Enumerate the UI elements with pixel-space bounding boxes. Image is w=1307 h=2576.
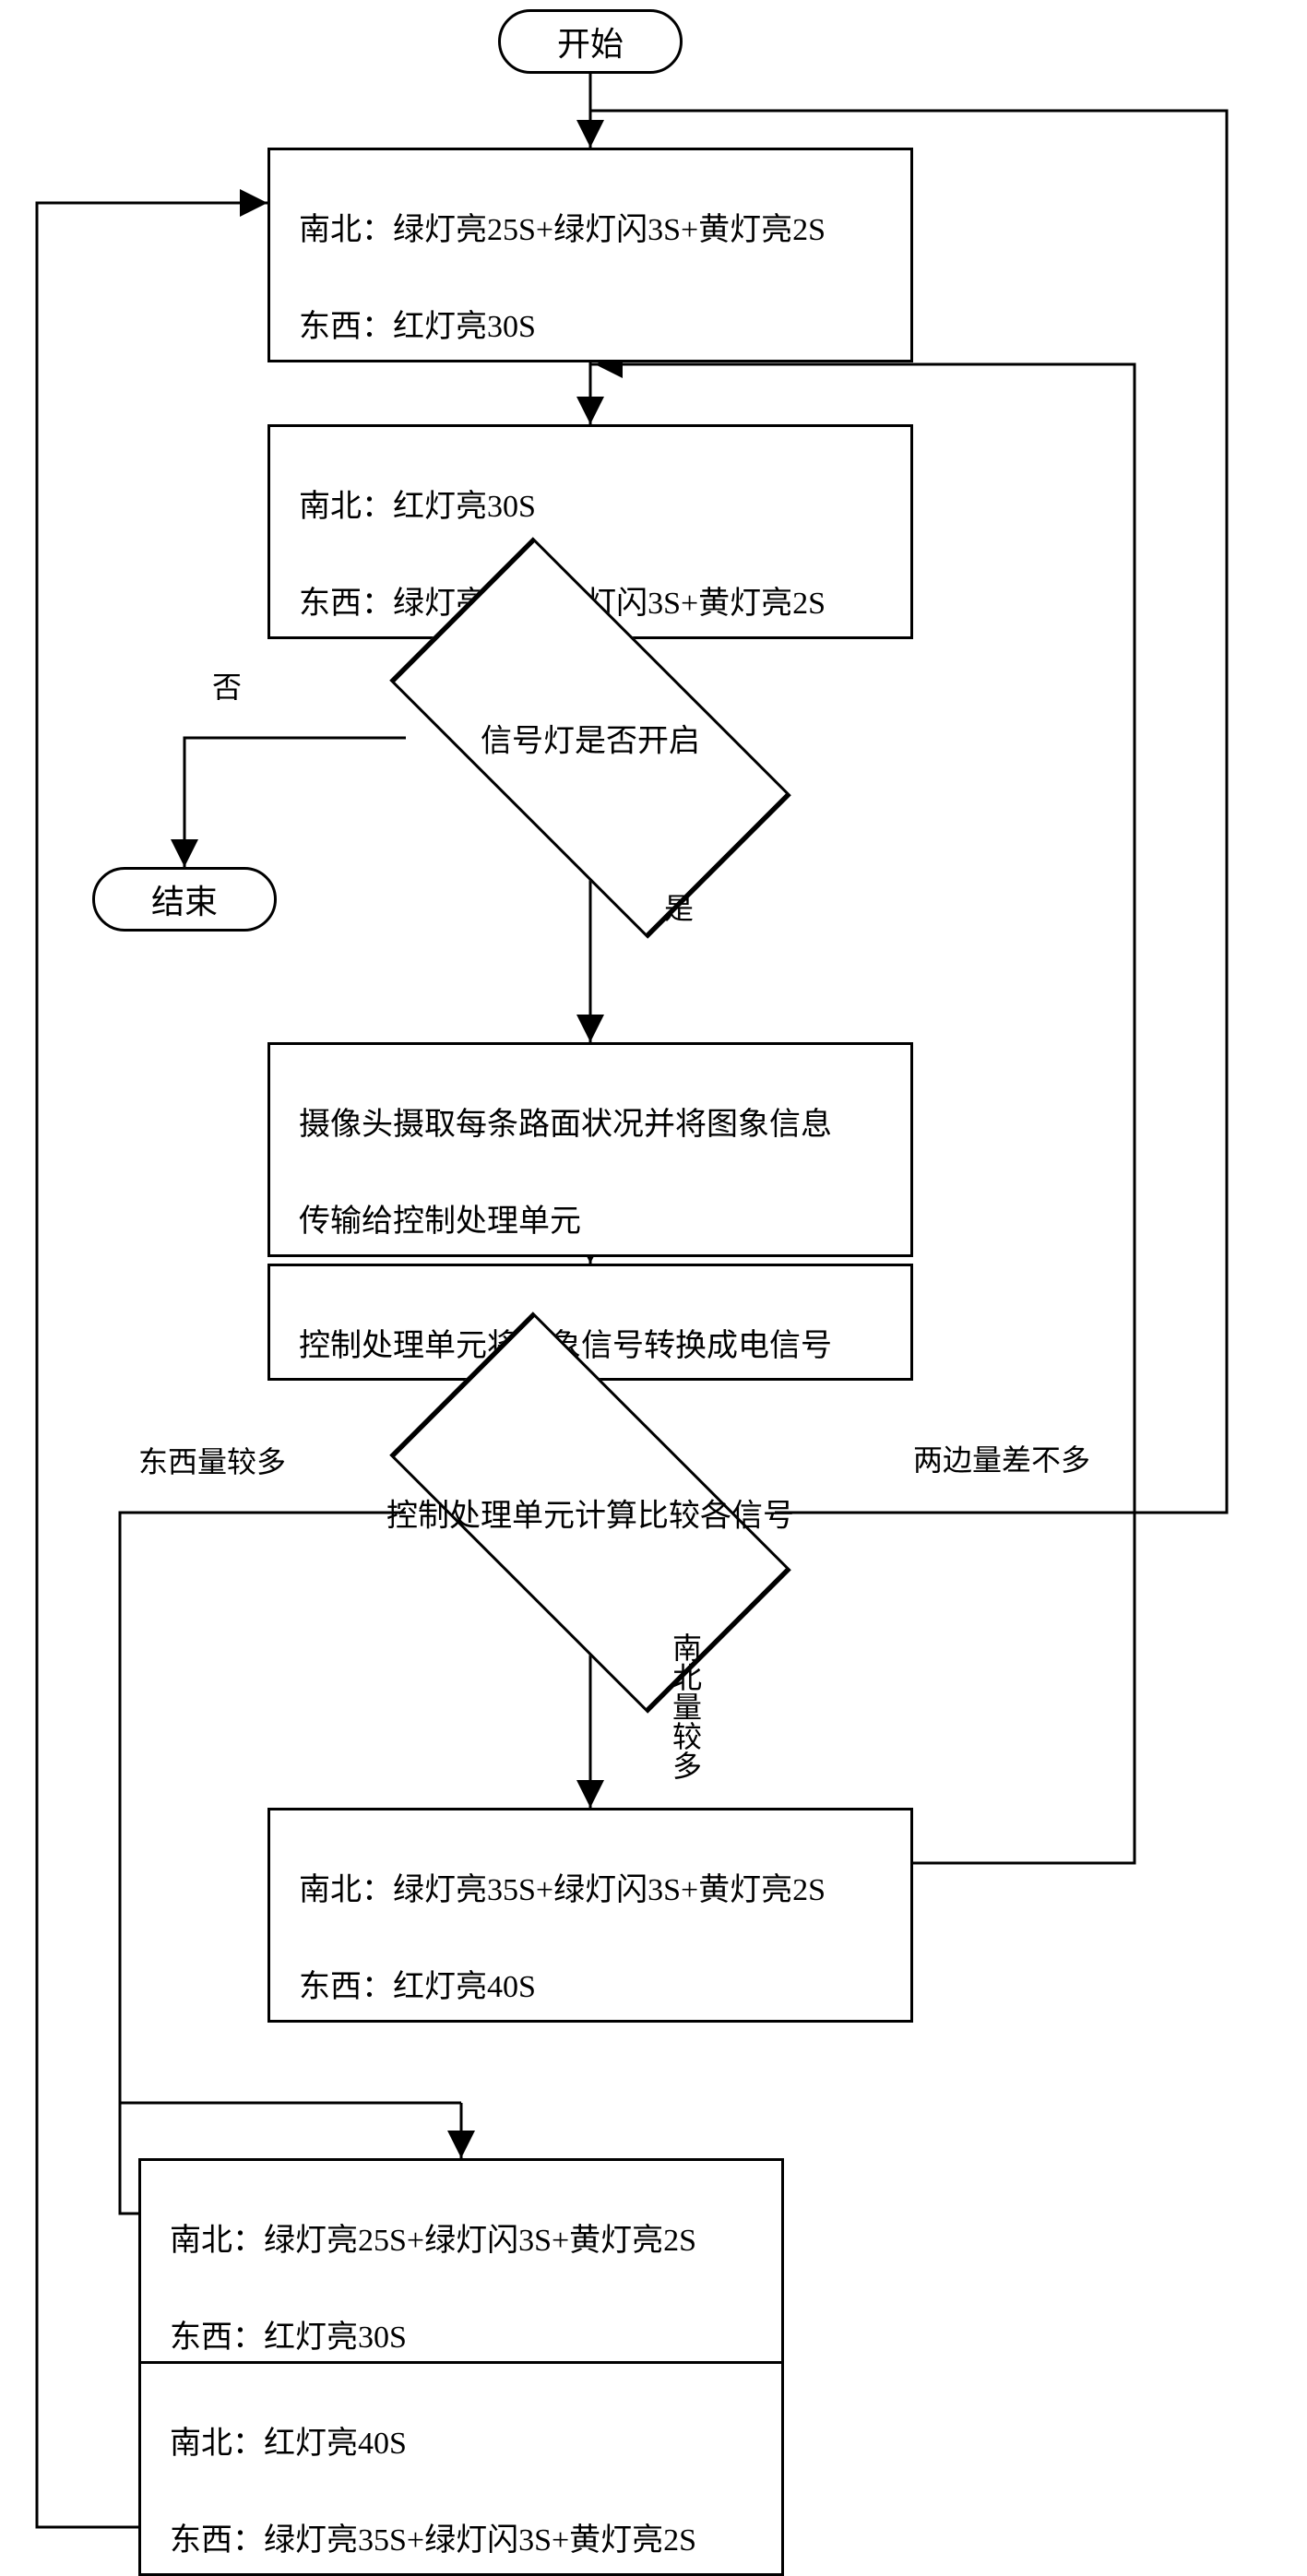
box-ew-more-a-line1: 南北：绿灯亮25S+绿灯闪3S+黄灯亮2S bbox=[170, 2224, 696, 2258]
box-ns-more: 南北：绿灯亮35S+绿灯闪3S+黄灯亮2S 东西：红灯亮40S bbox=[267, 1808, 913, 2023]
box-ew-more-b-line1: 南北：红灯亮40S bbox=[170, 2427, 407, 2461]
terminal-start-label: 开始 bbox=[557, 18, 624, 65]
terminal-end-label: 结束 bbox=[151, 875, 218, 923]
label-ns-more: 南北量较多 bbox=[664, 1632, 707, 1780]
box-camera-line2: 传输给控制处理单元 bbox=[299, 1205, 581, 1239]
box-phase2-line1: 南北：红灯亮30S bbox=[299, 490, 536, 524]
box-ew-more-b: 南北：红灯亮40S 东西：绿灯亮35S+绿灯闪3S+黄灯亮2S bbox=[138, 2361, 784, 2576]
decision-signal-on-label: 信号灯是否开启 bbox=[481, 716, 700, 761]
box-ns-more-line2: 东西：红灯亮40S bbox=[299, 1970, 536, 2004]
terminal-end: 结束 bbox=[92, 867, 277, 932]
box-camera: 摄像头摄取每条路面状况并将图象信息 传输给控制处理单元 bbox=[267, 1042, 913, 1257]
label-balanced: 两边量差不多 bbox=[913, 1437, 1090, 1479]
decision-compare-label: 控制处理单元计算比较各信号 bbox=[386, 1490, 794, 1536]
box-ew-more-a-line2: 东西：红灯亮30S bbox=[170, 2321, 407, 2355]
label-no: 否 bbox=[212, 664, 242, 706]
label-yes: 是 bbox=[664, 885, 694, 928]
box-ew-more-b-line2: 东西：绿灯亮35S+绿灯闪3S+黄灯亮2S bbox=[170, 2523, 696, 2558]
box-camera-line1: 摄像头摄取每条路面状况并将图象信息 bbox=[299, 1108, 832, 1142]
label-ew-more: 东西量较多 bbox=[138, 1439, 286, 1481]
decision-signal-on: 信号灯是否开启 bbox=[489, 636, 692, 839]
box-phase1-line2: 东西：红灯亮30S bbox=[299, 310, 536, 344]
box-convert: 控制处理单元将图象信号转换成电信号 bbox=[267, 1264, 913, 1381]
box-phase1: 南北：绿灯亮25S+绿灯闪3S+黄灯亮2S 东西：红灯亮30S bbox=[267, 148, 913, 362]
box-phase1-line1: 南北：绿灯亮25S+绿灯闪3S+黄灯亮2S bbox=[299, 213, 826, 247]
decision-compare: 控制处理单元计算比较各信号 bbox=[489, 1411, 692, 1614]
terminal-start: 开始 bbox=[498, 9, 683, 74]
box-ew-more-a: 南北：绿灯亮25S+绿灯闪3S+黄灯亮2S 东西：红灯亮30S bbox=[138, 2158, 784, 2373]
box-ns-more-line1: 南北：绿灯亮35S+绿灯闪3S+黄灯亮2S bbox=[299, 1873, 826, 1907]
